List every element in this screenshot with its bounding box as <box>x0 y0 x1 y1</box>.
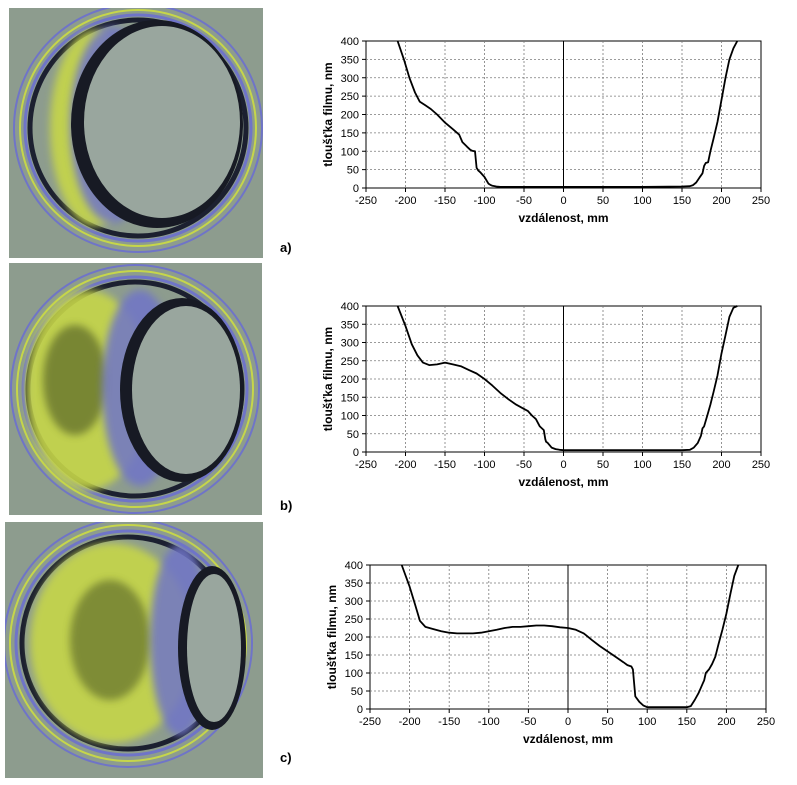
x-tick-label-b: -100 <box>473 459 495 471</box>
x-tick-label-a: -250 <box>355 195 377 207</box>
x-tick-label-b: 200 <box>712 459 730 471</box>
x-tick-label-c: -50 <box>520 716 536 728</box>
y-tick-label-c: 150 <box>345 650 363 662</box>
y-tick-label-b: 400 <box>341 301 359 313</box>
y-tick-label-a: 50 <box>347 165 359 177</box>
panel-label-a: a) <box>280 240 292 255</box>
y-tick-label-b: 50 <box>347 429 359 441</box>
interferogram-c <box>5 522 263 778</box>
x-tick-label-a: -50 <box>516 195 532 207</box>
y-tick-label-a: 0 <box>353 183 359 195</box>
x-tick-label-c: 250 <box>757 716 775 728</box>
x-tick-label-a: -150 <box>434 195 456 207</box>
y-tick-label-a: 150 <box>341 128 359 140</box>
y-tick-label-c: 350 <box>345 578 363 590</box>
y-tick-label-b: 0 <box>353 447 359 459</box>
x-tick-label-a: 150 <box>673 195 691 207</box>
x-tick-label-c: 50 <box>601 716 613 728</box>
interferogram-b <box>9 263 262 515</box>
chart-c: -250 -200 -150 -100 -50 0 50 100 150 200 250 0 50 100… <box>325 560 775 746</box>
x-tick-label-c: -200 <box>399 716 421 728</box>
y-tick-label-a: 400 <box>341 36 359 48</box>
y-tick-label-a: 100 <box>341 146 359 158</box>
y-tick-label-c: 50 <box>351 686 363 698</box>
x-tick-label-b: -50 <box>516 459 532 471</box>
x-tick-label-a: 50 <box>597 195 609 207</box>
y-tick-label-a: 250 <box>341 91 359 103</box>
y-axis-title-c: tloušťka filmu, nm <box>325 585 339 689</box>
x-tick-label-c: -150 <box>438 716 460 728</box>
x-tick-label-b: 0 <box>560 459 566 471</box>
y-tick-label-c: 100 <box>345 668 363 680</box>
x-tick-label-a: 250 <box>752 195 770 207</box>
y-tick-label-b: 250 <box>341 356 359 368</box>
x-tick-label-b: 100 <box>633 459 651 471</box>
chart-a: -250 -200 -150 -100 -50 0 50 100 150 200 250 0 50 100… <box>321 36 770 225</box>
x-tick-label-c: 0 <box>565 716 571 728</box>
x-tick-label-a: -200 <box>394 195 416 207</box>
panel-label-c: c) <box>280 750 292 765</box>
x-tick-label-a: 0 <box>560 195 566 207</box>
x-tick-label-c: 200 <box>717 716 735 728</box>
y-tick-label-a: 200 <box>341 110 359 122</box>
x-axis-title-c: vzdálenost, mm <box>523 732 613 746</box>
x-tick-label-a: -100 <box>473 195 495 207</box>
y-tick-label-b: 100 <box>341 411 359 423</box>
y-tick-label-b: 350 <box>341 319 359 331</box>
y-tick-label-c: 250 <box>345 614 363 626</box>
y-tick-label-b: 300 <box>341 338 359 350</box>
x-tick-label-a: 200 <box>712 195 730 207</box>
x-axis-title-a: vzdálenost, mm <box>518 211 608 225</box>
y-tick-label-c: 400 <box>345 560 363 572</box>
x-tick-label-b: 150 <box>673 459 691 471</box>
charts: -250 -200 -150 -100 -50 0 50 100 150 200 250 0 50 100… <box>321 36 775 746</box>
x-tick-label-a: 100 <box>633 195 651 207</box>
y-tick-label-c: 0 <box>357 704 363 716</box>
x-tick-label-c: 150 <box>678 716 696 728</box>
x-tick-label-c: -100 <box>478 716 500 728</box>
x-tick-label-b: -200 <box>394 459 416 471</box>
x-tick-label-b: 250 <box>752 459 770 471</box>
x-tick-label-c: 100 <box>638 716 656 728</box>
interferogram-a <box>9 8 263 258</box>
x-tick-label-b: 50 <box>597 459 609 471</box>
x-tick-label-b: -250 <box>355 459 377 471</box>
series-line-b-0 <box>396 305 738 452</box>
y-axis-title-a: tloušťka filmu, nm <box>321 62 335 166</box>
y-tick-label-a: 350 <box>341 54 359 66</box>
x-tick-label-b: -150 <box>434 459 456 471</box>
x-tick-label-c: -250 <box>359 716 381 728</box>
y-tick-label-a: 300 <box>341 73 359 85</box>
panel-label-b: b) <box>280 498 292 513</box>
y-tick-label-b: 150 <box>341 392 359 404</box>
series-line-c-0 <box>400 564 740 709</box>
series-line-a-0 <box>396 40 739 188</box>
chart-b: -250 -200 -150 -100 -50 0 50 100 150 200 250 0 50 100… <box>321 301 770 489</box>
y-axis-title-b: tloušťka filmu, nm <box>321 327 335 431</box>
y-tick-label-c: 200 <box>345 632 363 644</box>
y-tick-label-b: 200 <box>341 374 359 386</box>
x-axis-title-b: vzdálenost, mm <box>518 475 608 489</box>
y-tick-label-c: 300 <box>345 596 363 608</box>
